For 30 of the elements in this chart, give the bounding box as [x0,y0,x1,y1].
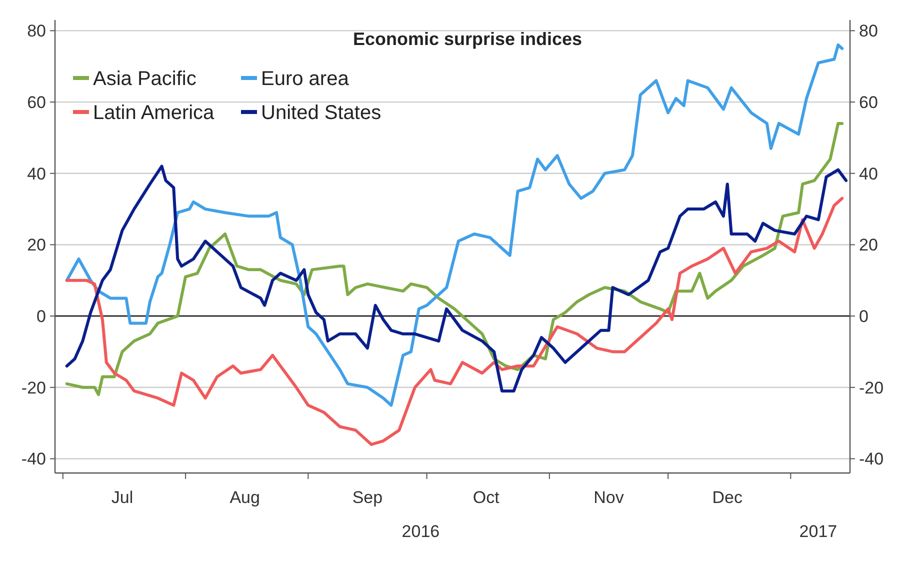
legend-label: Asia Pacific [93,68,196,90]
text: Economic surprise indices [352,29,582,49]
line-series [65,122,844,396]
y-tick-label: 0 [36,307,46,326]
legend-label: United States [261,102,382,124]
legend-label: Latin America [93,102,216,124]
y-tick-label: -40 [21,450,46,469]
legend-label: Euro area [261,68,350,90]
y2-tick-label: 0 [859,307,868,326]
line-series [65,164,848,392]
x-tick-label: Aug [230,488,260,507]
y-tick-label: 40 [27,164,46,184]
x-tick-label: Dec [712,488,743,507]
text: 2016 [402,522,440,541]
y-tick-label: 60 [27,92,46,112]
x-tick-label: Sep [352,488,383,507]
y-tick-label: 80 [27,22,46,41]
line-series [65,196,844,446]
y2-tick-label: 60 [859,92,878,112]
x-tick-label: Oct [472,488,500,507]
y-tick-label: 20 [27,236,46,255]
x-tick-label: Nov [594,488,624,507]
y2-tick-label: -40 [859,450,884,469]
y2-tick-label: 20 [859,236,878,255]
y2-tick-label: 80 [859,22,878,41]
x-tick-label: Jul [111,488,134,507]
y2-tick-label: -20 [859,378,884,398]
y-tick-label: -20 [21,378,46,398]
text: 2017 [799,522,838,541]
y2-tick-label: 40 [859,164,878,184]
